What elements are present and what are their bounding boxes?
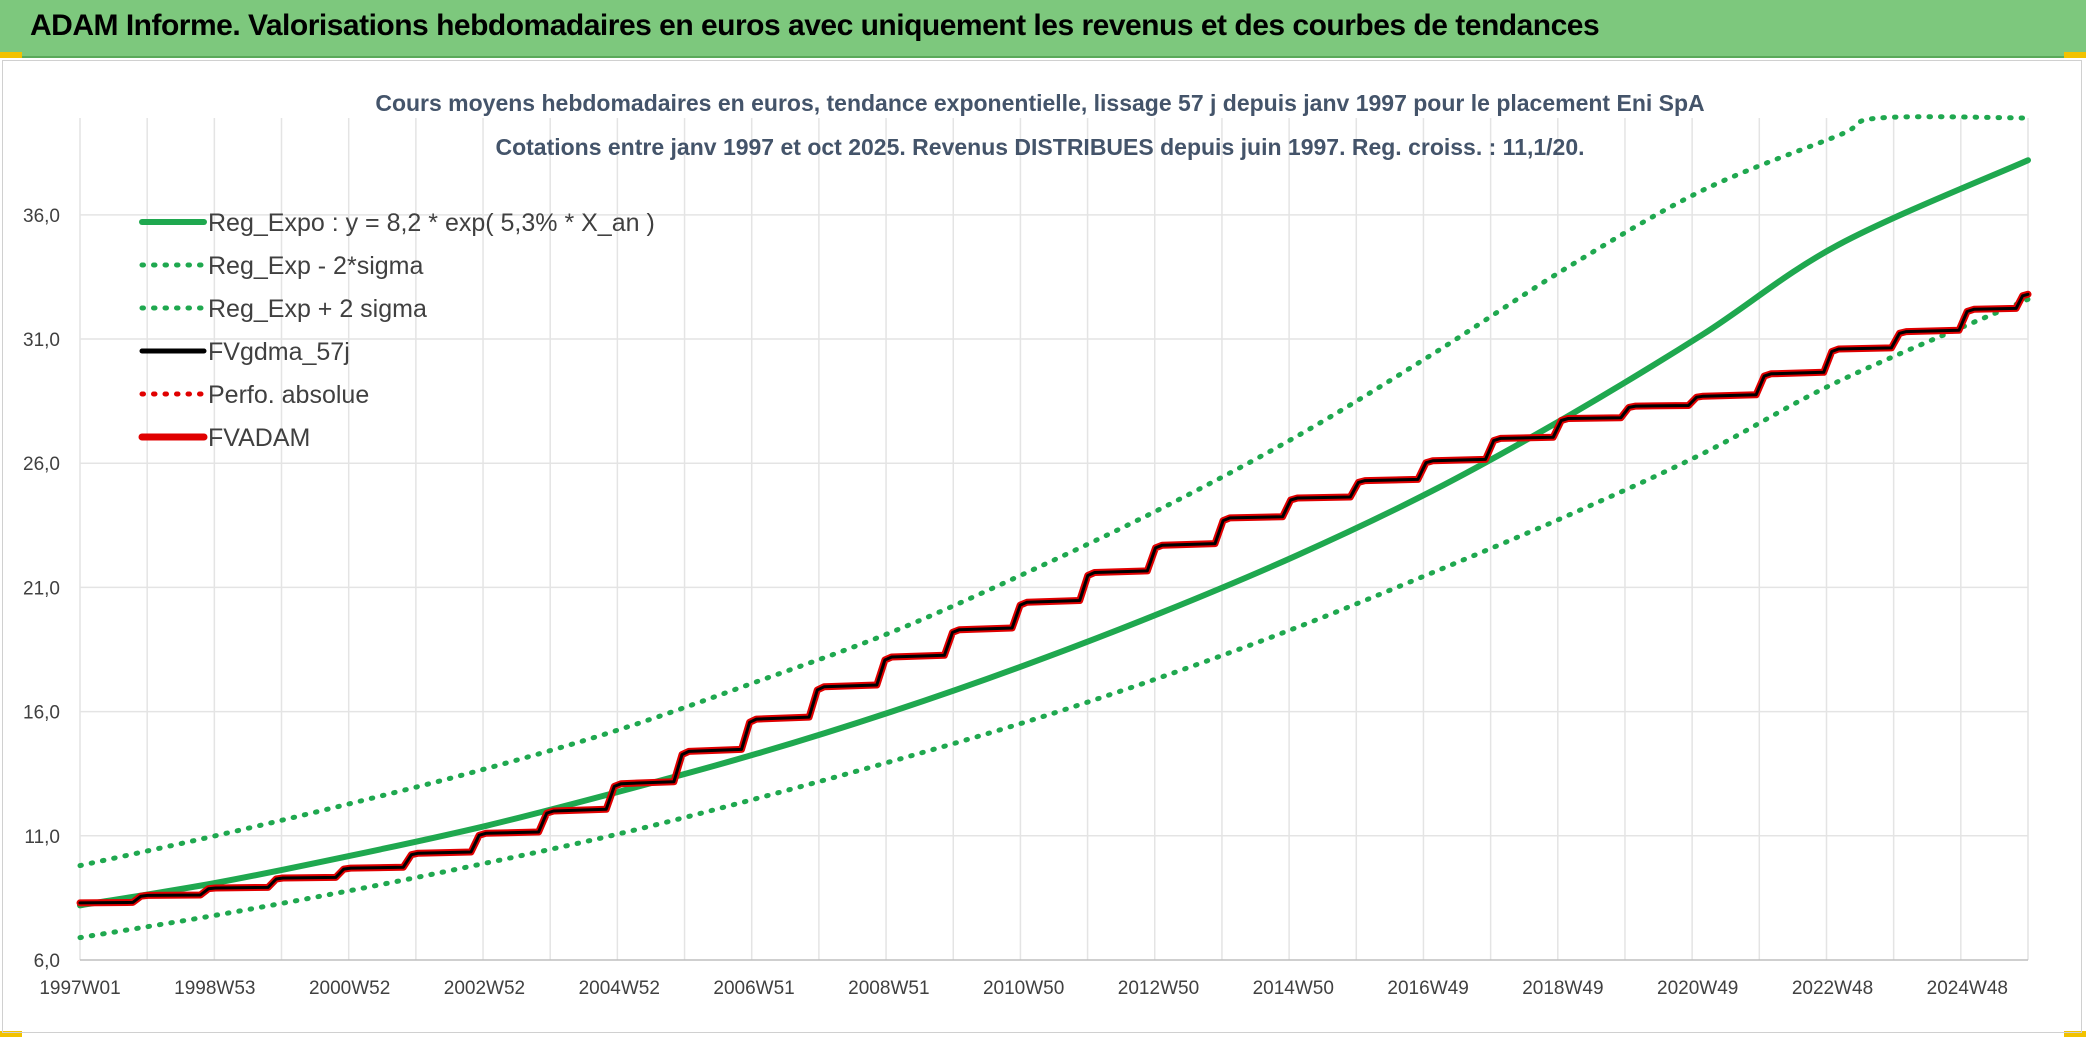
- x-tick-label: 2020W49: [1657, 978, 1738, 999]
- x-tick-label: 2008W51: [848, 978, 929, 999]
- x-tick-label: 2010W50: [983, 978, 1064, 999]
- y-tick-label: 11,0: [24, 827, 60, 848]
- report-banner: ADAM Informe. Valorisations hebdomadaire…: [0, 0, 2086, 58]
- y-tick-label: 26,0: [23, 454, 60, 475]
- series-line-6: [76, 290, 2032, 907]
- x-tick-label: 2018W49: [1522, 978, 1603, 999]
- legend-label: Reg_Exp + 2 sigma: [208, 295, 427, 323]
- legend-label: Reg_Exp - 2*sigma: [208, 252, 423, 280]
- series-line-1: [77, 157, 2031, 909]
- series-line-2: [77, 296, 2031, 941]
- x-tick-label: 2002W52: [444, 978, 525, 999]
- x-tick-label: 1998W53: [174, 978, 255, 999]
- corner-mark-top-left: [0, 52, 22, 58]
- x-tick-label: 2022W48: [1792, 978, 1873, 999]
- series-line-4: [78, 292, 2030, 905]
- axis-layer: 6,0 11,0 16,0 21,0 26,0 31,0 36,0 1997W01 1998W5…: [23, 206, 2008, 999]
- y-tick-label: 6,0: [34, 951, 60, 972]
- chart-title-line-2: Cotations entre janv 1997 et oct 2025. R…: [495, 134, 1584, 160]
- x-tick-label: 2016W49: [1387, 978, 1468, 999]
- x-tick-label: 1997W01: [39, 978, 120, 999]
- y-tick-label: 16,0: [23, 703, 60, 724]
- corner-mark-bottom-left: [0, 1031, 22, 1037]
- legend-label: Perfo. absolue: [208, 381, 369, 409]
- corner-mark-top-right: [2064, 52, 2086, 58]
- chart-legend: Reg_Expo : y = 8,2 * exp( 5,3% * X_an ) R…: [138, 209, 655, 452]
- y-tick-label: 36,0: [23, 206, 60, 227]
- report-title: ADAM Informe. Valorisations hebdomadaire…: [30, 9, 1600, 42]
- chart-title-line-1: Cours moyens hebdomadaires en euros, ten…: [375, 90, 1704, 116]
- y-tick-label: 31,0: [23, 330, 60, 351]
- x-tick-label: 2014W50: [1253, 978, 1334, 999]
- corner-mark-bottom-right: [2064, 1031, 2086, 1037]
- x-tick-label: 2004W52: [579, 978, 660, 999]
- legend-label: FVgdma_57j: [208, 338, 350, 366]
- series-line-3: [77, 114, 2031, 869]
- y-tick-label: 21,0: [23, 578, 60, 599]
- legend-label: Reg_Expo : y = 8,2 * exp( 5,3% * X_an ): [208, 209, 655, 237]
- legend-label: FVADAM: [208, 424, 310, 452]
- x-tick-label: 2024W48: [1927, 978, 2008, 999]
- x-tick-label: 2006W51: [713, 978, 794, 999]
- x-tick-label: 2000W52: [309, 978, 390, 999]
- grid-layer: [79, 118, 2029, 961]
- chart-frame: [2, 60, 2082, 1033]
- series-layer: [76, 114, 2032, 941]
- x-tick-label: 2012W50: [1118, 978, 1199, 999]
